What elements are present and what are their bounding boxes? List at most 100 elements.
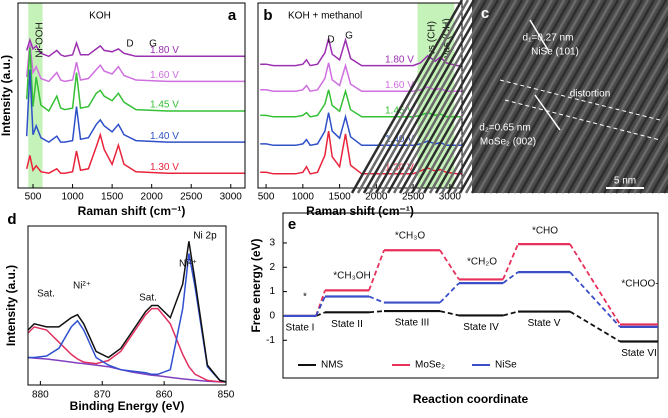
annotation: *CHO bbox=[532, 226, 558, 237]
x-axis-label: Raman shift (cm⁻¹) bbox=[306, 204, 414, 218]
x-axis-label: Reaction coordinate bbox=[413, 392, 529, 406]
y-axis-label: Intensity (a.u.) bbox=[4, 265, 18, 346]
annotation: G bbox=[345, 31, 353, 42]
x-tick-label: 880 bbox=[32, 390, 49, 401]
panel-label: d bbox=[7, 211, 16, 228]
x-axis-label: Raman shift (cm⁻¹) bbox=[78, 204, 186, 218]
connector bbox=[569, 243, 621, 325]
lattice-fringe bbox=[554, 0, 668, 194]
annotation: D bbox=[126, 39, 133, 50]
lattice-fringe bbox=[512, 0, 626, 194]
lattice-fringe bbox=[488, 0, 602, 194]
spectrum-line bbox=[25, 69, 245, 143]
x-tick-label: 860 bbox=[156, 390, 173, 401]
x-tick-label: 2000 bbox=[365, 192, 388, 203]
annotation: Ni²⁺ bbox=[179, 259, 197, 270]
panel-label: e bbox=[288, 216, 296, 233]
spectrum-line bbox=[25, 37, 245, 58]
lattice-fringe bbox=[374, 0, 488, 194]
annotation: Ni-OOH bbox=[35, 22, 46, 58]
connector bbox=[315, 296, 326, 317]
legend-label: NiSe bbox=[495, 360, 517, 371]
lattice-fringe bbox=[608, 88, 668, 194]
spectrum-line bbox=[27, 307, 226, 383]
y-tick-label: 0 bbox=[269, 311, 275, 322]
lattice-fringe bbox=[548, 0, 662, 194]
connector bbox=[439, 249, 460, 280]
spectrum-line bbox=[25, 47, 245, 113]
x-axis-label: Binding Energy (eV) bbox=[70, 399, 185, 413]
lattice-fringe bbox=[578, 36, 668, 194]
lattice-fringe bbox=[590, 57, 668, 194]
annotation: D bbox=[327, 35, 334, 46]
lattice-fringe bbox=[530, 0, 644, 194]
lattice-fringe bbox=[644, 151, 668, 194]
panel-label: b bbox=[263, 7, 272, 24]
lattice-fringe bbox=[536, 0, 650, 194]
spectrum-line bbox=[27, 241, 227, 383]
lattice-fringe bbox=[524, 0, 638, 194]
lattice-fringe bbox=[362, 0, 476, 194]
lattice-fringe bbox=[464, 0, 578, 194]
annotation: *CH₂O bbox=[467, 257, 497, 268]
panel-title: Ni 2p bbox=[193, 231, 217, 242]
connector bbox=[569, 310, 621, 343]
lattice-fringe bbox=[614, 99, 668, 194]
y-axis-label: Intensity (a.u.) bbox=[0, 55, 13, 136]
connector bbox=[502, 271, 519, 284]
series-label: 1.45 V bbox=[150, 100, 179, 111]
x-tick-label: 1000 bbox=[61, 192, 84, 203]
panel-title: KOH bbox=[89, 11, 111, 22]
x-tick-label: 3000 bbox=[220, 192, 243, 203]
panel-title: KOH + methanol bbox=[288, 11, 362, 22]
connector bbox=[368, 295, 385, 304]
lattice-fringe bbox=[506, 0, 620, 194]
x-tick-label: 1500 bbox=[101, 192, 124, 203]
lattice-fringe bbox=[626, 120, 668, 194]
connector bbox=[315, 311, 326, 317]
y-tick-label: 3 bbox=[269, 238, 275, 249]
annotation: MoSe₂ (002) bbox=[480, 137, 536, 148]
legend-label: MoSe₂ bbox=[415, 360, 445, 371]
y-tick-label: -1 bbox=[266, 335, 275, 346]
y-tick-label: 2 bbox=[269, 262, 275, 273]
lattice-fringe bbox=[410, 0, 524, 194]
lattice-fringe bbox=[566, 15, 668, 194]
lattice-fringe bbox=[470, 0, 584, 194]
spectrum-line bbox=[260, 130, 462, 175]
series-label: 1.60 V bbox=[385, 80, 414, 91]
connector bbox=[439, 282, 460, 304]
x-tick-label: 500 bbox=[258, 192, 275, 203]
x-tick-label: 500 bbox=[25, 192, 42, 203]
lattice-fringe bbox=[446, 0, 560, 194]
annotation: distortion bbox=[570, 89, 611, 100]
connector bbox=[439, 310, 460, 317]
legend-label: NMS bbox=[321, 360, 344, 371]
lattice-fringe bbox=[392, 0, 506, 194]
series-label: 1.60 V bbox=[150, 70, 179, 81]
lattice-fringe bbox=[542, 0, 656, 194]
x-tick-label: 2500 bbox=[402, 192, 425, 203]
panel-label: a bbox=[228, 7, 237, 24]
connector bbox=[569, 271, 621, 328]
lattice-fringe bbox=[494, 0, 608, 194]
x-tick-label: 1500 bbox=[328, 192, 351, 203]
lattice-fringe bbox=[404, 0, 518, 194]
annotation: d₁=0.27 nm bbox=[523, 33, 574, 44]
state-label: State IV bbox=[463, 322, 499, 333]
x-tick-label: 2000 bbox=[141, 192, 164, 203]
spectrum-line bbox=[25, 132, 245, 174]
x-tick-label: 3000 bbox=[439, 192, 462, 203]
series-label: 1.80 V bbox=[385, 54, 414, 65]
plot-frame bbox=[27, 225, 227, 386]
lattice-fringe bbox=[476, 0, 590, 194]
annotation: d₂=0.65 nm bbox=[479, 123, 530, 134]
lattice-fringe bbox=[386, 0, 500, 194]
lattice-fringe bbox=[518, 0, 632, 194]
annotation: *CH₃O bbox=[395, 231, 425, 242]
x-tick-label: 850 bbox=[218, 390, 235, 401]
state-label: State I bbox=[286, 323, 315, 334]
annotation: *CHOO- bbox=[621, 279, 658, 290]
state-label: State III bbox=[395, 318, 429, 329]
distortion-band bbox=[499, 79, 661, 141]
